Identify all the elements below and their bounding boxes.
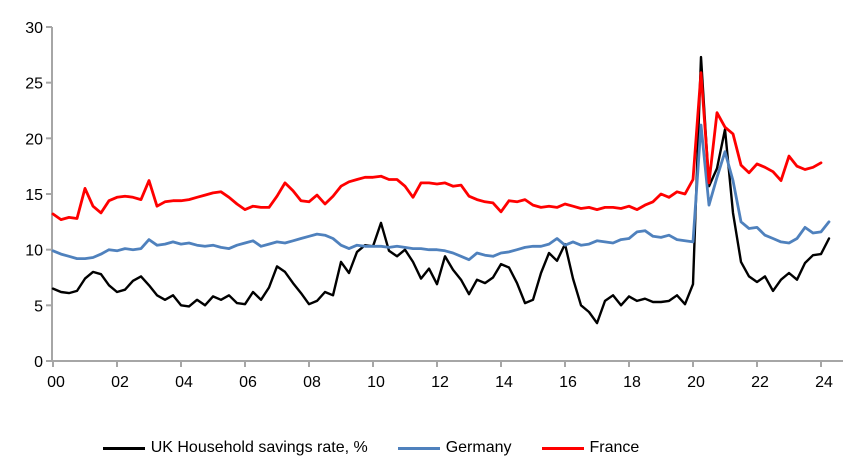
x-tick-label: 00 [47,374,65,391]
y-tick-label: 10 [25,243,43,260]
legend-item-germany: Germany [397,438,512,458]
y-tick-label: 15 [25,187,43,204]
uk-line-swatch [102,446,145,450]
x-tick-label: 10 [367,374,385,391]
legend-label-uk: UK Household savings rate, % [150,439,368,456]
y-tick-label: 20 [25,131,43,148]
x-tick-label: 24 [815,374,833,391]
x-tick-label: 20 [687,374,705,391]
legend-label-germany: Germany [445,439,512,456]
x-tick-label: 04 [175,374,193,391]
series-line-france [51,71,823,222]
y-tick-label: 5 [34,298,43,315]
series-line-germany [51,123,831,262]
germany-line-swatch [397,446,440,450]
x-tick-label: 12 [431,374,449,391]
plot-area: 0 5 10 15 20 25 30 00 02 04 06 08 10 12 14 16 18 20 22 24 [25,20,843,391]
x-tick-label: 18 [623,374,641,391]
x-tick-label: 02 [111,374,129,391]
france-line-swatch [541,446,584,450]
x-tick-label: 22 [751,374,769,391]
y-tick-label: 30 [25,20,43,37]
legend-item-france: France [541,438,640,458]
x-tick-label: 14 [495,374,513,391]
y-tick-label: 25 [25,76,43,93]
legend-label-france: France [589,439,640,456]
legend-item-uk: UK Household savings rate, % [102,438,368,458]
x-tick-label: 16 [559,374,577,391]
y-tick-label: 0 [34,354,43,371]
x-tick-label: 06 [239,374,257,391]
chart-legend: UK Household savings rate, % Germany Fra… [0,438,852,458]
x-tick-label: 08 [303,374,321,391]
